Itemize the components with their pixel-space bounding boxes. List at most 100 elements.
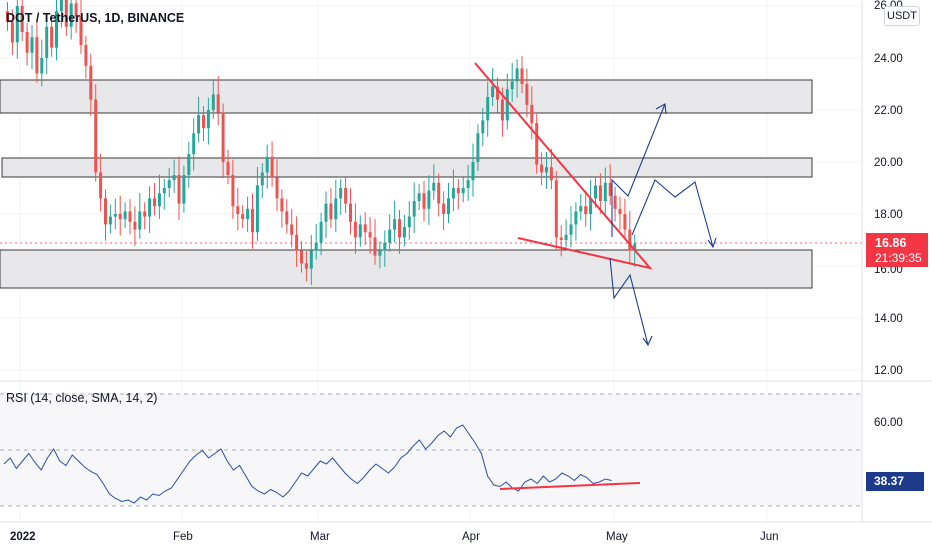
candle-body[interactable] [368,232,372,238]
candle-body[interactable] [226,162,230,175]
candle-body[interactable] [94,99,98,173]
candle-body[interactable] [471,162,475,181]
candle-body[interactable] [373,237,377,256]
candle-body[interactable] [118,214,122,220]
candle-body[interactable] [108,216,112,225]
candle-body[interactable] [334,198,338,220]
candle-body[interactable] [633,243,637,251]
candle-body[interactable] [432,182,436,191]
candle-body[interactable] [211,94,215,110]
candle-body[interactable] [255,185,259,233]
candle-body[interactable] [270,156,274,178]
candle-body[interactable] [598,185,602,201]
candle-body[interactable] [260,172,264,186]
candle-body[interactable] [579,206,583,212]
candle-body[interactable] [437,182,441,204]
candle-body[interactable] [202,115,205,129]
rsi-line[interactable] [3,424,612,504]
candle-body[interactable] [50,26,54,48]
price-axis[interactable]: 26.00 24.00 22.00 20.00 18.00 16.00 14.0… [874,0,903,429]
candle-body[interactable] [167,180,171,188]
candle-body[interactable] [6,11,9,22]
candle-body[interactable] [246,208,250,220]
candle-body[interactable] [417,193,421,201]
candle-body[interactable] [442,203,446,214]
candle-body[interactable] [344,188,348,204]
candle-body[interactable] [15,6,19,43]
candle-body[interactable] [447,198,450,214]
candle-body[interactable] [148,198,152,217]
candle-body[interactable] [388,229,392,243]
candle-body[interactable] [510,81,514,90]
candle-body[interactable] [40,58,44,74]
candle-body[interactable] [461,188,465,194]
candle-body[interactable] [197,115,201,134]
candle-body[interactable] [20,6,24,32]
wedge-annotation[interactable] [474,62,653,270]
candle-body[interactable] [559,237,563,240]
candle-body[interactable] [594,185,597,199]
candle-body[interactable] [231,175,235,207]
zone-lower[interactable] [0,249,813,289]
candle-body[interactable] [329,203,333,220]
candle-body[interactable] [451,188,455,199]
candle-body[interactable] [358,224,362,238]
candle-body[interactable] [99,172,103,199]
candle-body[interactable] [564,234,568,240]
projection-down-arrowhead[interactable] [642,335,653,347]
candle-body[interactable] [304,263,308,269]
candle-body[interactable] [128,211,132,222]
candle-body[interactable] [133,221,137,230]
candle-body[interactable] [216,94,220,113]
candle-body[interactable] [339,188,343,199]
candle-body[interactable] [177,175,181,204]
candlestick-series[interactable] [6,0,637,285]
projection-side-path[interactable] [631,179,714,248]
projection-down-path[interactable] [609,257,649,346]
candle-body[interactable] [280,198,284,212]
candle-body[interactable] [295,234,299,251]
candle-body[interactable] [554,180,558,238]
candle-body[interactable] [393,219,397,230]
candle-body[interactable] [500,99,504,121]
candle-body[interactable] [496,86,499,100]
candle-body[interactable] [574,211,578,225]
candle-body[interactable] [407,216,411,227]
candle-body[interactable] [25,32,29,53]
candle-body[interactable] [515,68,519,82]
candle-body[interactable] [290,224,294,235]
candle-body[interactable] [608,182,612,196]
candle-body[interactable] [613,195,617,209]
candle-body[interactable] [456,188,460,194]
rsi-pane[interactable] [0,393,862,507]
candle-body[interactable] [491,86,495,97]
candle-body[interactable] [192,133,196,155]
candle-body[interactable] [427,190,431,209]
candle-body[interactable] [324,203,328,222]
candle-body[interactable] [69,3,73,27]
candle-body[interactable] [221,112,225,162]
candle-body[interactable] [402,227,406,238]
candle-body[interactable] [628,229,632,251]
zone-rectangles[interactable] [0,79,813,289]
projection-up-arrowhead[interactable] [655,103,667,115]
candle-body[interactable] [241,214,245,220]
candle-body[interactable] [285,211,289,225]
candle-body[interactable] [466,180,470,188]
candle-body[interactable] [505,89,509,121]
rsi-support-line[interactable] [499,482,641,490]
candle-body[interactable] [398,219,401,238]
candle-body[interactable] [182,175,186,204]
currency-unit-button[interactable]: USDT [884,6,920,26]
projection-up-path[interactable] [611,103,666,237]
candle-body[interactable] [64,0,68,27]
candle-body[interactable] [187,154,191,175]
candle-body[interactable] [143,211,147,217]
zone-middle[interactable] [1,157,813,178]
candle-body[interactable] [89,65,93,100]
projection-arrows[interactable] [609,103,717,347]
candle-body[interactable] [481,120,485,134]
candle-body[interactable] [618,208,622,214]
candle-body[interactable] [412,201,416,217]
